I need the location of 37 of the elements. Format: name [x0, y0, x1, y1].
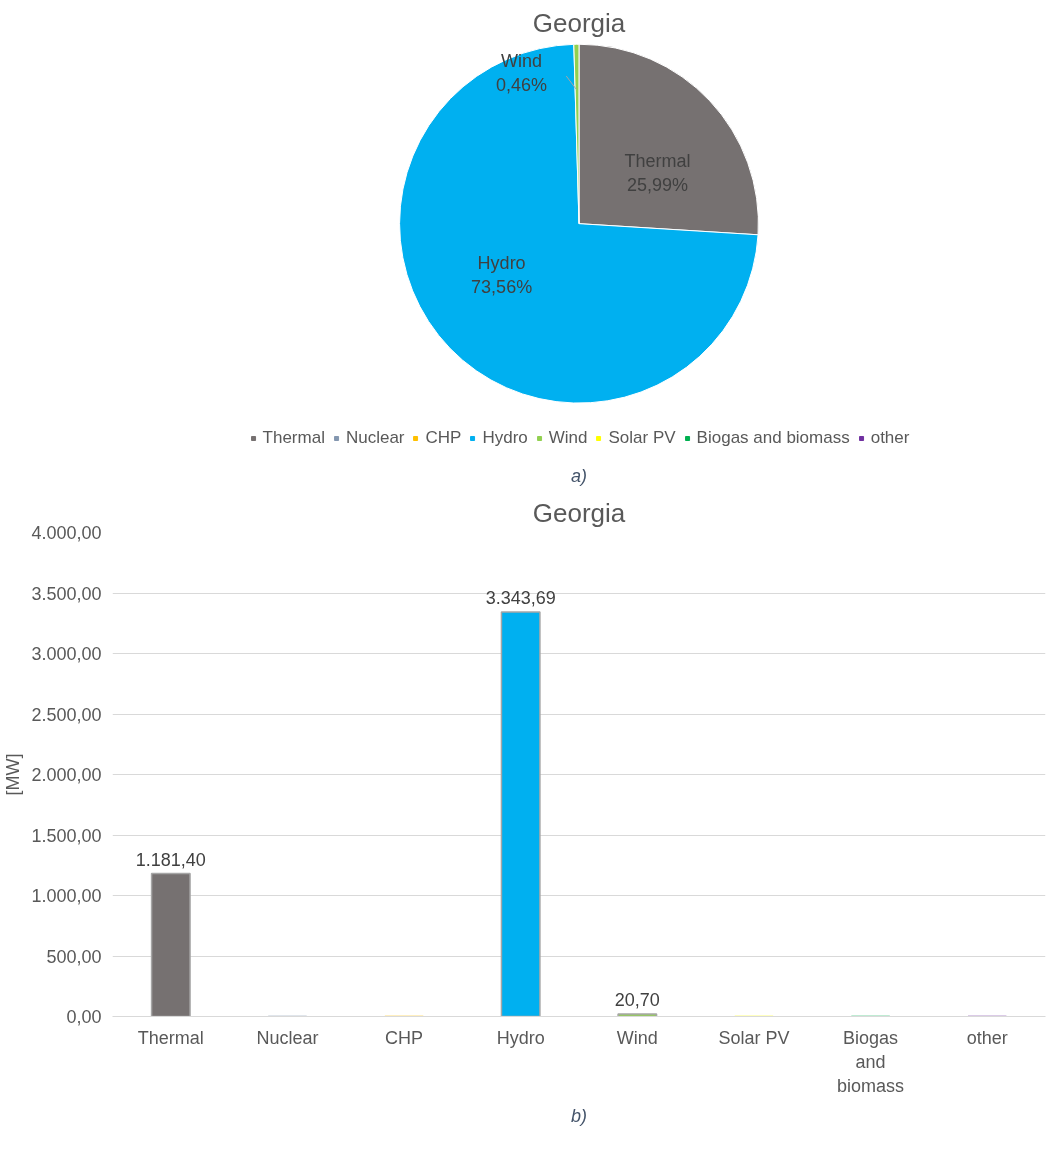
legend-label: Solar PV: [608, 428, 676, 448]
data-label: 3.343,69: [485, 587, 556, 608]
y-tick-label: 1.000,00: [31, 886, 102, 906]
legend-label: Hydro: [482, 428, 528, 448]
data-label: 73,56%: [471, 276, 533, 297]
y-tick-label: 3.000,00: [31, 644, 102, 664]
chart-title: Georgia: [532, 7, 626, 38]
data-label: 0,46%: [495, 75, 547, 96]
y-tick-label: 2.500,00: [31, 704, 102, 725]
data-label: 20,70: [614, 990, 660, 1010]
legend-label: Wind: [548, 428, 588, 448]
y-tick-label: 3.500,00: [31, 583, 102, 604]
y-tick-label: 0,00: [66, 1007, 102, 1027]
slice-label: Wind: [500, 51, 542, 72]
legend-label: CHP: [425, 428, 462, 448]
y-axis-title: [MW]: [3, 753, 24, 796]
chart-title: Georgia: [532, 497, 626, 528]
legend-label: Thermal: [262, 428, 325, 448]
y-tick-label: 500,00: [46, 946, 102, 967]
y-tick-label: 1.500,00: [31, 825, 102, 846]
legend-label: Nuclear: [345, 428, 405, 448]
slice-label: Hydro: [477, 252, 526, 273]
y-tick-label: 4.000,00: [31, 523, 102, 543]
x-tick-label: CHP: [385, 1027, 424, 1048]
text: a): [571, 465, 588, 486]
x-tick-label: other: [966, 1027, 1008, 1048]
x-tick-label: Wind: [616, 1027, 658, 1048]
y-tick-label: 2.000,00: [31, 765, 102, 785]
legend-label: Biogas and biomass: [696, 428, 850, 448]
x-tick-label: Biogas and biomass: [837, 1027, 905, 1096]
x-tick-label: Thermal: [137, 1027, 204, 1048]
x-tick-label: Nuclear: [256, 1027, 319, 1048]
x-tick-label: Hydro: [496, 1027, 545, 1048]
legend-label: other: [870, 428, 910, 448]
text: b): [571, 1105, 588, 1126]
x-tick-label: Solar PV: [718, 1027, 790, 1048]
data-label: 1.181,40: [135, 849, 206, 870]
